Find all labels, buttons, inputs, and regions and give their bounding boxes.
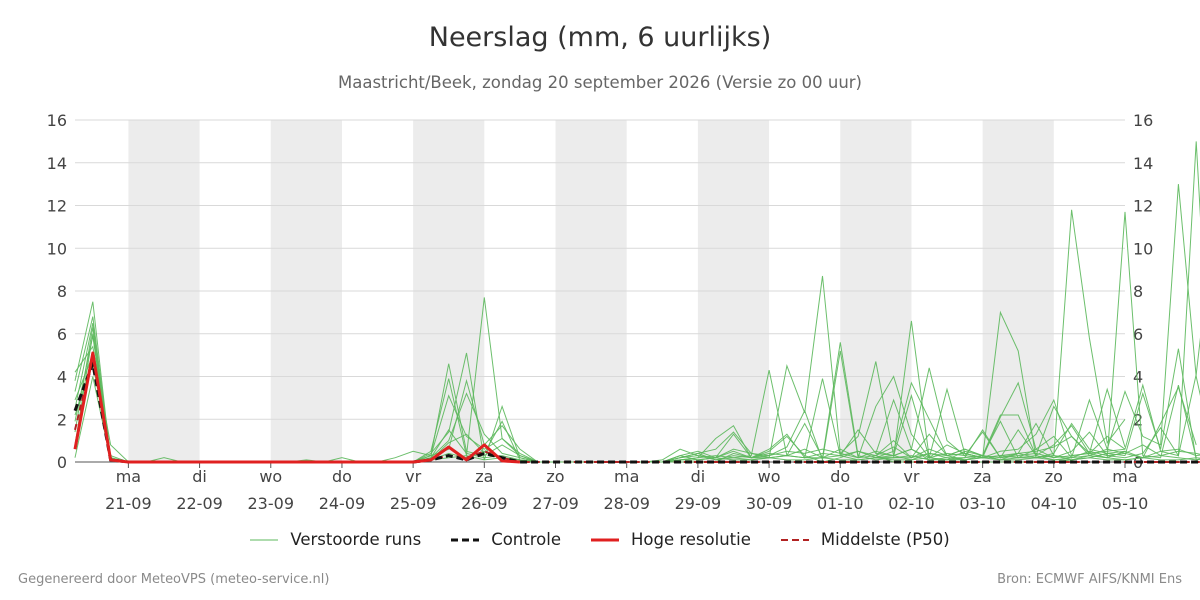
x-tick-label-day: do	[332, 467, 352, 486]
y-tick-label-left: 12	[47, 197, 67, 216]
footer-generated-by: Gegenereerd door MeteoVPS (meteo-service…	[18, 572, 330, 587]
legend-swatch-solid-line	[590, 538, 619, 541]
x-tick-label-day: ma	[614, 467, 639, 486]
y-tick-label-right: 6	[1133, 325, 1143, 344]
x-tick-label-day: do	[830, 467, 850, 486]
y-tick-label-left: 8	[57, 282, 67, 301]
y-tick-label-right: 2	[1133, 410, 1143, 429]
x-tick-label-date: 28-09	[603, 494, 650, 513]
x-tick-label-day: wo	[758, 467, 781, 486]
y-tick-label-right: 4	[1133, 368, 1143, 387]
x-tick-label-date: 21-09	[105, 494, 152, 513]
x-tick-label-date: 26-09	[461, 494, 508, 513]
y-tick-label-left: 14	[47, 154, 67, 173]
y-tick-label-right: 12	[1133, 197, 1153, 216]
x-tick-label-date: 22-09	[176, 494, 223, 513]
x-tick-label-day: ma	[116, 467, 141, 486]
x-tick-label-date: 02-10	[888, 494, 935, 513]
x-tick-label-date: 03-10	[959, 494, 1006, 513]
chart-title: Neerslag (mm, 6 uurlijks)	[428, 22, 772, 53]
legend-label: Controle	[491, 530, 561, 549]
x-tick-label-date: 27-09	[532, 494, 579, 513]
y-tick-label-right: 10	[1133, 239, 1153, 258]
y-tick-label-left: 0	[57, 453, 67, 472]
y-tick-label-left: 2	[57, 410, 67, 429]
y-tick-label-left: 6	[57, 325, 67, 344]
x-tick-label-day: zo	[546, 467, 564, 486]
x-tick-label-day: zo	[1045, 467, 1063, 486]
x-tick-label-date: 01-10	[817, 494, 864, 513]
series-line-perturbed-run	[875, 433, 1126, 459]
x-tick-label-date: 25-09	[390, 494, 437, 513]
legend-label: Hoge resolutie	[630, 530, 751, 549]
x-tick-label-day: di	[691, 467, 706, 486]
series-line-perturbed-run	[875, 381, 1126, 459]
y-tick-label-left: 10	[47, 239, 67, 258]
legend-label: Verstoorde runs	[290, 530, 422, 549]
y-tick-label-right: 14	[1133, 154, 1153, 173]
x-tick-label-date: 30-09	[746, 494, 793, 513]
x-tick-label-day: za	[475, 467, 493, 486]
legend-item-control[interactable]: Controle	[451, 530, 561, 549]
legend-swatch-dashed-line	[451, 538, 480, 541]
x-tick-label-day: vr	[903, 467, 919, 486]
series-line-perturbed-run	[875, 209, 1126, 461]
x-tick-label-day: ma	[1112, 467, 1137, 486]
x-tick-label-day: vr	[405, 467, 421, 486]
legend-item-perturbed-runs[interactable]: Verstoorde runs	[250, 530, 421, 549]
series-line-high-res	[73, 351, 520, 464]
y-tick-label-left: 16	[47, 111, 67, 130]
x-tick-label-date: 24-09	[319, 494, 366, 513]
chart-subtitle: Maastricht/Beek, zondag 20 september 202…	[337, 73, 862, 92]
x-tick-label-date: 23-09	[248, 494, 295, 513]
x-tick-label-date: 29-09	[675, 494, 722, 513]
footer-source: Bron: ECMWF AIFS/KNMI Ens	[997, 572, 1182, 587]
y-tick-label-left: 4	[57, 368, 67, 387]
x-tick-label-date: 04-10	[1031, 494, 1078, 513]
y-tick-label-right: 8	[1133, 282, 1143, 301]
x-tick-label-day: di	[192, 467, 207, 486]
x-tick-label-day: za	[974, 467, 992, 486]
y-tick-label-right: 16	[1133, 111, 1153, 130]
x-tick-label-day: wo	[259, 467, 282, 486]
legend-label: Middelste (P50)	[820, 530, 950, 549]
x-tick-label-date: 05-10	[1102, 494, 1149, 513]
legend-swatch-thin-line	[250, 539, 279, 540]
legend-item-high-res[interactable]: Hoge resolutie	[590, 530, 751, 549]
series-line-perturbed-run	[875, 367, 1126, 459]
legend-item-median[interactable]: Middelste (P50)	[780, 530, 950, 549]
legend-swatch-dashed-line	[780, 538, 809, 541]
chart-legend: Verstoorde runs Controle Hoge resolutie …	[0, 530, 1200, 549]
